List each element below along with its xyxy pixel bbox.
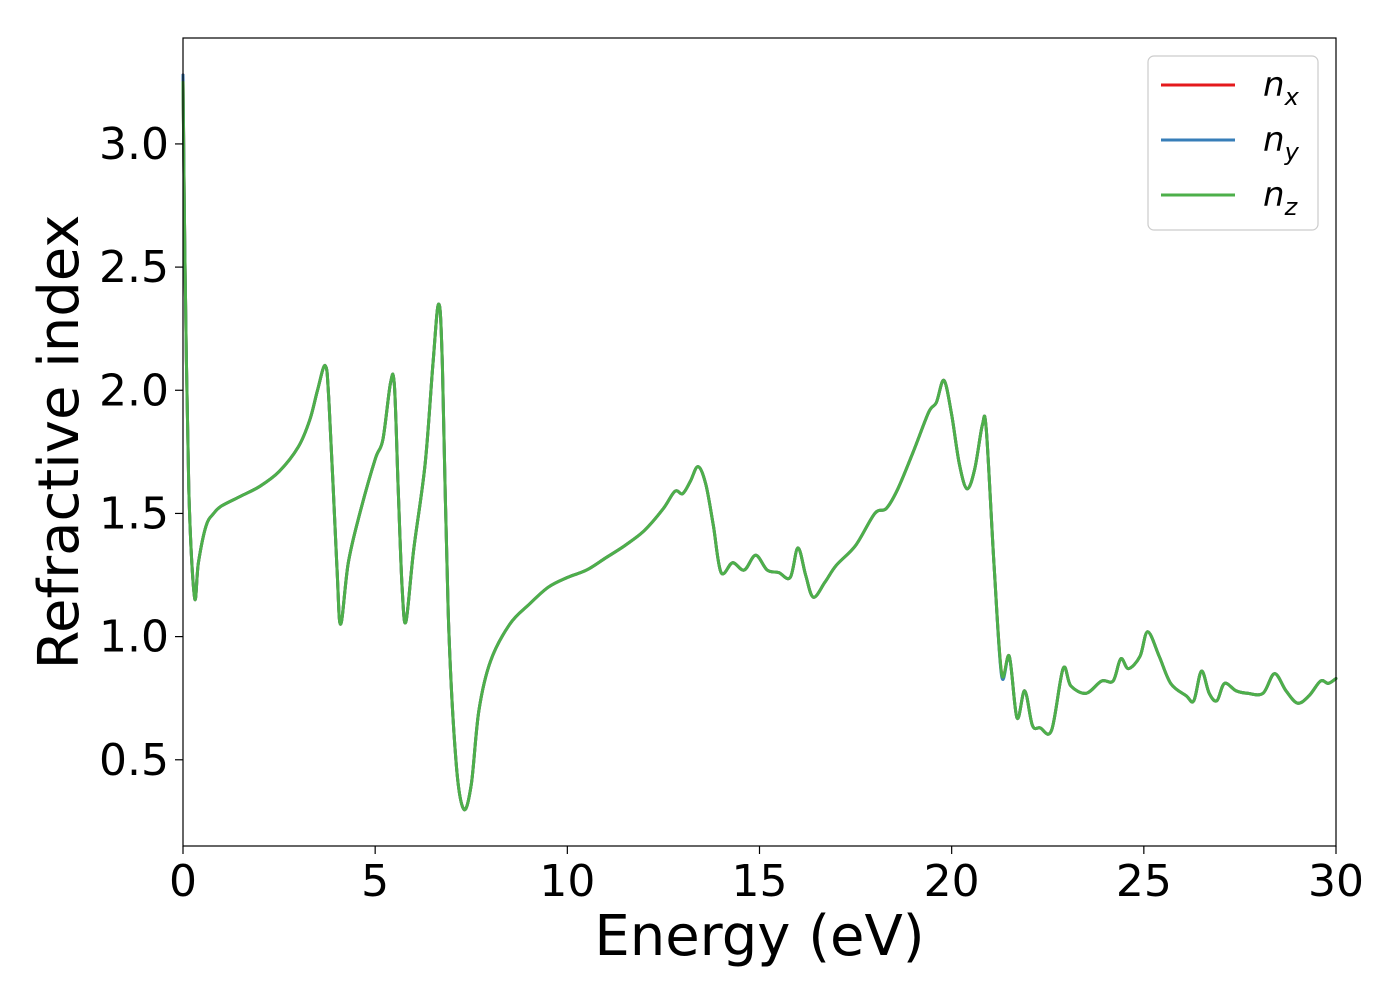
x-axis-label: Energy (eV) [594,904,924,969]
y-axis: 0.5 1.0 1.5 2.0 2.5 3.0 [99,119,183,786]
y-tick-label: 2.5 [99,242,169,293]
y-tick-label: 3.0 [99,119,169,170]
legend-label-x: nx [1263,65,1300,111]
x-tick-label: 25 [1116,856,1172,907]
y-tick-label: 1.0 [99,612,169,663]
series-layer [181,73,1338,812]
legend-box [1147,55,1319,231]
series-line-z [181,80,1338,812]
legend-label-y: ny [1263,120,1300,166]
y-tick-label: 0.5 [99,735,169,786]
x-axis: 0 5 10 15 20 25 30 [169,846,1364,907]
x-tick-label: 0 [169,856,197,907]
y-axis-label: Refractive index [27,215,92,670]
legend: nx ny nz [1147,55,1319,231]
y-tick-label: 1.5 [99,488,169,539]
x-tick-label: 15 [732,856,788,907]
x-tick-label: 30 [1308,856,1364,907]
legend-label-z: nz [1263,175,1299,221]
x-tick-label: 5 [361,856,389,907]
x-tick-label: 20 [924,856,980,907]
x-tick-label: 10 [539,856,595,907]
y-tick-label: 2.0 [99,365,169,416]
